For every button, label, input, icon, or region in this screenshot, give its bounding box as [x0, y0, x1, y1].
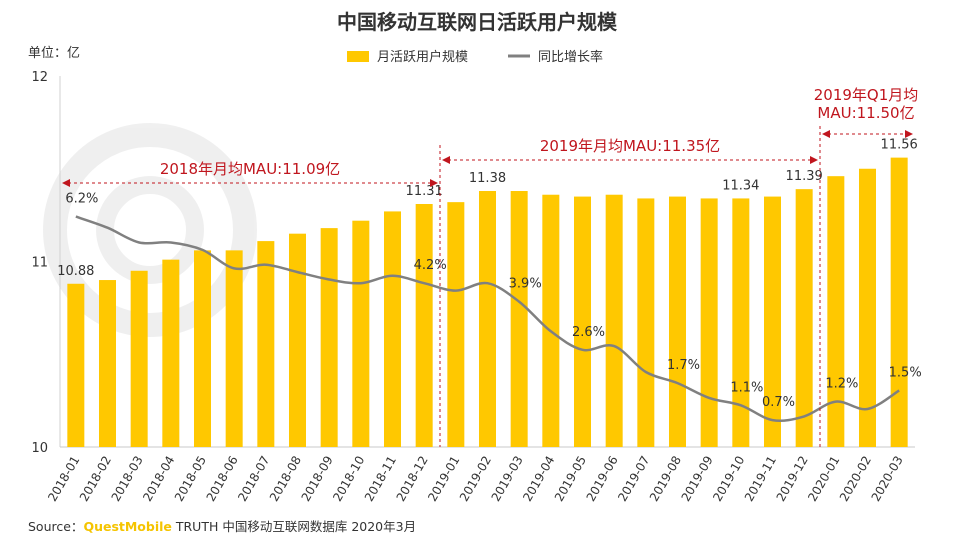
source-suffix: TRUTH 中国移动互联网数据库 2020年3月	[172, 519, 416, 534]
arrow-head-left	[822, 130, 830, 138]
arrow-head-left	[442, 156, 450, 164]
growth-rate-label: 0.7%	[762, 395, 795, 410]
bar	[99, 280, 116, 447]
legend-bar-swatch	[347, 51, 369, 62]
annotations: 2018年月均MAU:11.09亿 2019年月均MAU:11.35亿 2019年Q…	[62, 86, 918, 447]
legend-line-label: 同比增长率	[538, 49, 603, 65]
arrow-head-right	[810, 156, 818, 164]
bar	[162, 259, 180, 447]
period-annotation: 2019年月均MAU:11.35亿	[540, 137, 720, 155]
bar	[447, 202, 465, 447]
source-note: Source：QuestMobile TRUTH 中国移动互联网数据库 2020…	[28, 519, 416, 534]
y-tick-label: 12	[31, 70, 48, 85]
legend: 月活跃用户规模 同比增长率	[347, 49, 603, 65]
bar	[669, 196, 686, 447]
bar	[700, 198, 718, 447]
bar	[257, 241, 275, 447]
arrow-head-left	[62, 179, 70, 187]
bar	[637, 198, 655, 447]
legend-bar-label: 月活跃用户规模	[377, 49, 468, 65]
bar	[320, 228, 338, 447]
bar-value-label: 11.39	[786, 169, 823, 184]
bar	[510, 191, 528, 447]
unit-label: 单位：亿	[28, 46, 80, 61]
x-tick-label: 2020-03	[869, 454, 906, 504]
bar-value-label: 10.88	[57, 264, 94, 279]
growth-rate-label: 6.2%	[65, 192, 98, 207]
bar	[859, 168, 876, 447]
bar	[194, 250, 211, 447]
bar-value-label: 11.38	[469, 171, 506, 186]
bar	[795, 189, 813, 447]
growth-rate-label: 3.9%	[509, 277, 542, 292]
period-annotation: MAU:11.50亿	[817, 104, 914, 122]
period-annotation: 2019年Q1月均	[814, 86, 919, 104]
growth-rate-label: 2.6%	[572, 325, 605, 340]
arrow-head-right	[430, 179, 438, 187]
y-tick-label: 11	[31, 256, 48, 271]
bar	[574, 196, 591, 447]
bar	[890, 157, 908, 447]
bar	[542, 194, 560, 447]
arrow-head-right	[905, 130, 913, 138]
watermark-logo	[43, 123, 257, 337]
bar	[479, 191, 496, 447]
bar-series	[67, 157, 908, 448]
growth-line	[75, 215, 900, 422]
growth-rate-label: 1.2%	[825, 377, 858, 392]
bar-value-label: 11.34	[722, 178, 759, 193]
data-labels: 10.88 11.31 11.38 11.34 11.39 11.56 6.2% 4.2% 3.…	[57, 138, 921, 410]
growth-line-series	[75, 215, 900, 422]
bar	[415, 203, 433, 447]
bar	[384, 211, 401, 447]
bar	[827, 176, 845, 448]
growth-rate-label: 1.1%	[730, 380, 763, 395]
bar-value-label: 11.31	[406, 184, 443, 199]
period-annotation: 2018年月均MAU:11.09亿	[160, 160, 340, 178]
chart-title: 中国移动互联网日活跃用户规模	[337, 10, 618, 34]
bar	[732, 198, 750, 447]
bar	[67, 283, 85, 447]
bar	[605, 194, 623, 447]
y-tick-label: 10	[31, 441, 48, 456]
bar-value-label: 11.56	[881, 138, 918, 153]
source-brand: QuestMobile	[83, 519, 171, 534]
growth-rate-label: 1.5%	[889, 366, 922, 381]
bar	[130, 270, 148, 447]
growth-rate-label: 1.7%	[667, 358, 700, 373]
bar	[764, 196, 781, 447]
growth-rate-label: 4.2%	[414, 258, 447, 273]
bar	[352, 220, 370, 447]
bar	[289, 233, 306, 447]
source-prefix: Source：	[28, 519, 83, 534]
bar	[225, 250, 243, 447]
